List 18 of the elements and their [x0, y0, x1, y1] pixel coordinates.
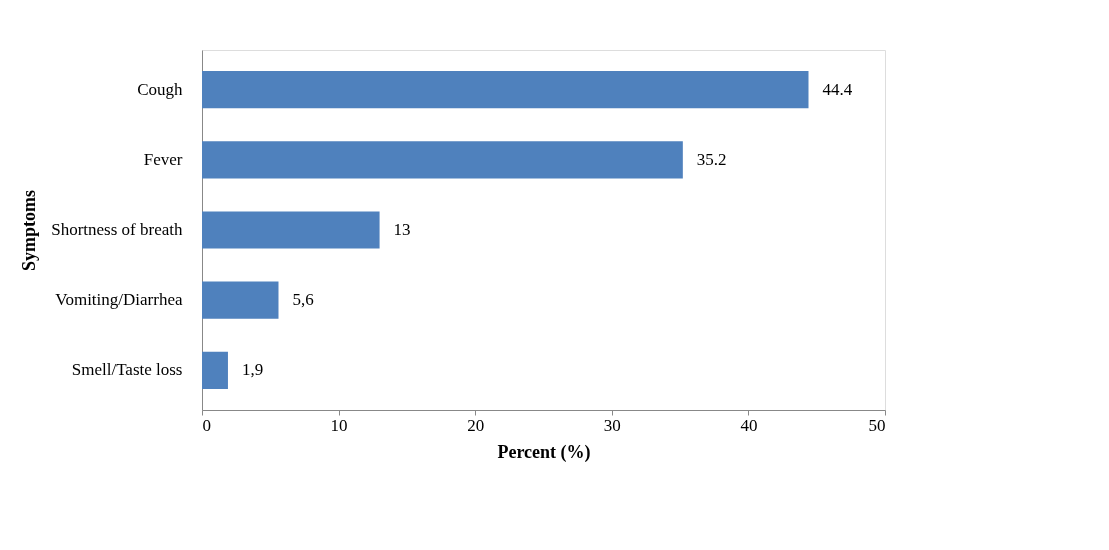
- y-tick-label: Shortness of breath: [51, 220, 183, 239]
- y-tick-label: Fever: [143, 149, 183, 169]
- data-label: 5,6: [292, 290, 314, 310]
- data-label: 35.2: [696, 149, 727, 169]
- x-tick-label: 20: [467, 415, 485, 435]
- x-tick-label: 30: [603, 415, 621, 435]
- y-tick-label: Smell/Taste loss: [71, 360, 183, 380]
- data-label: 44.4: [822, 79, 853, 99]
- x-tick-label: 50: [868, 415, 886, 435]
- x-tick-label: 40: [740, 415, 758, 435]
- data-label: 1,9: [241, 360, 264, 380]
- x-tick-label: 10: [330, 415, 348, 435]
- y-axis-title: Symptoms: [19, 189, 40, 272]
- x-tick-label: 0: [202, 415, 211, 435]
- y-tick-label: Vomiting/Diarrhea: [55, 290, 183, 310]
- y-tick-label: Cough: [137, 79, 183, 99]
- x-axis-title: Percent (%): [497, 441, 591, 463]
- data-label: 13: [393, 220, 411, 239]
